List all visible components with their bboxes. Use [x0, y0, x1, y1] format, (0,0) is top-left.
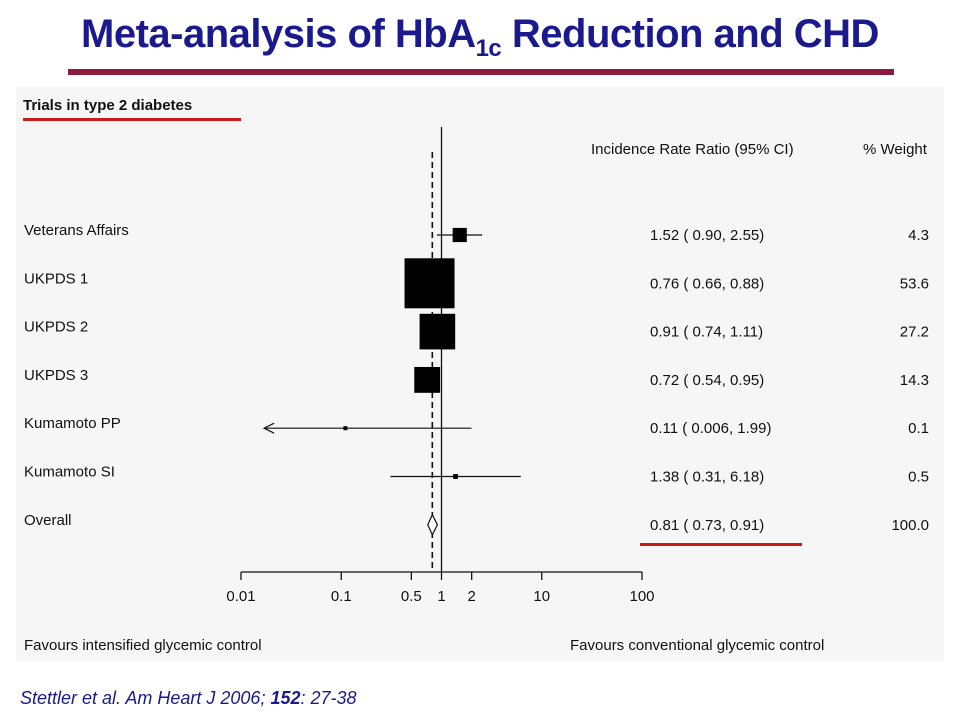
- forest-plot-panel: [16, 87, 944, 661]
- study-ci-text: 1.52 ( 0.90, 2.55): [650, 227, 764, 244]
- study-ci-arrow: [262, 422, 275, 434]
- title-main: Meta-analysis of HbA: [81, 12, 476, 56]
- study-weight: 53.6: [900, 275, 929, 292]
- citation-pages: : 27-38: [300, 688, 357, 708]
- forest-plot: Trials in type 2 diabetes Incidence Rate…: [23, 97, 929, 654]
- study-label: Kumamoto PP: [24, 415, 121, 432]
- study-weight: 27.2: [900, 324, 929, 341]
- study-estimate-box: [419, 313, 456, 350]
- overall-weight: 100.0: [891, 517, 929, 534]
- study-ci-text: 0.76 ( 0.66, 0.88): [650, 275, 764, 292]
- study-label: Kumamoto SI: [24, 464, 115, 481]
- study-weight: 0.5: [908, 469, 929, 486]
- x-tick-label: 0.5: [401, 588, 422, 605]
- x-tick-label: 1: [437, 588, 445, 605]
- slide-title: Meta-analysis of HbA1c Reduction and CHD: [0, 12, 960, 61]
- citation: Stettler et al. Am Heart J 2006; 152: 27…: [20, 688, 357, 709]
- x-tick-label: 2: [468, 588, 476, 605]
- overall-label: Overall: [24, 512, 72, 529]
- study-weight: 0.1: [908, 420, 929, 437]
- title-subscript: 1c: [475, 35, 502, 62]
- overall-ci-text: 0.81 ( 0.73, 0.91): [650, 517, 764, 534]
- study-estimate-box: [404, 258, 455, 309]
- study-ci-text: 0.11 ( 0.006, 1.99): [650, 420, 771, 437]
- x-tick-label: 100: [629, 588, 654, 605]
- x-tick-label: 10: [533, 588, 550, 605]
- study-label: UKPDS 3: [24, 367, 88, 384]
- title-underline: [68, 69, 894, 75]
- study-ci-text: 0.72 ( 0.54, 0.95): [650, 372, 764, 389]
- study-estimate-box: [453, 474, 458, 479]
- x-tick-label: 0.1: [331, 588, 352, 605]
- study-label: UKPDS 2: [24, 319, 88, 336]
- study-ci-text: 1.38 ( 0.31, 6.18): [650, 469, 764, 486]
- citation-text: Stettler et al. Am Heart J 2006;: [20, 688, 271, 708]
- subtitle: Trials in type 2 diabetes: [23, 97, 192, 114]
- ci-column-header: Incidence Rate Ratio (95% CI): [591, 141, 794, 158]
- study-estimate-box: [452, 227, 467, 243]
- study-ci-text: 0.91 ( 0.74, 1.11): [650, 324, 763, 341]
- favours-left-label: Favours intensified glycemic control: [24, 637, 262, 654]
- study-label: Veterans Affairs: [24, 222, 129, 239]
- study-estimate-box: [414, 366, 441, 393]
- study-label: UKPDS 1: [24, 270, 88, 287]
- weight-column-header: % Weight: [863, 141, 928, 158]
- overall-diamond: [427, 513, 439, 537]
- favours-right-label: Favours conventional glycemic control: [570, 637, 824, 654]
- subtitle-underline: [23, 118, 241, 121]
- study-estimate-box: [343, 426, 348, 431]
- citation-volume: 152: [270, 688, 301, 708]
- study-weight: 4.3: [908, 227, 929, 244]
- study-weight: 14.3: [900, 372, 929, 389]
- overall-ci-underline: [640, 543, 802, 546]
- x-tick-label: 0.01: [226, 588, 255, 605]
- title-rest: Reduction and CHD: [501, 12, 880, 56]
